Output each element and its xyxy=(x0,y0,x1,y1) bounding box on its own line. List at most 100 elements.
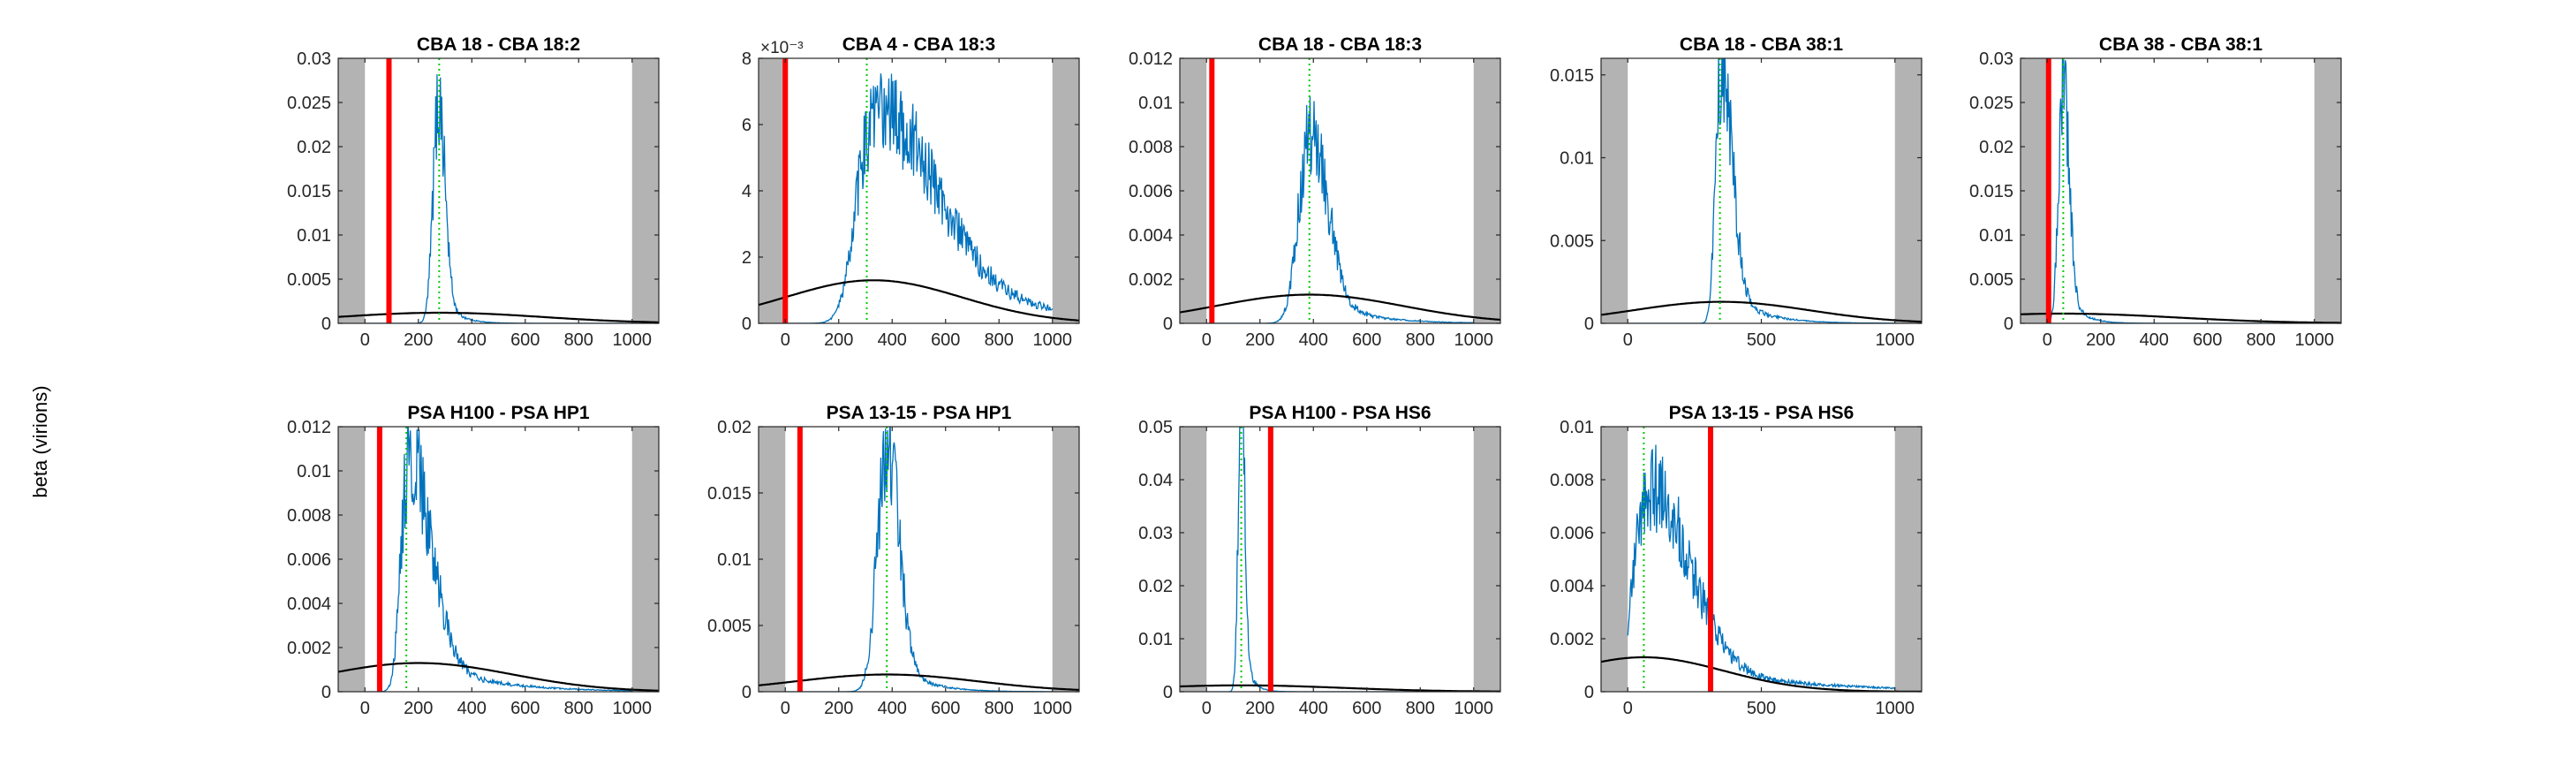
xtick-label: 0 xyxy=(360,330,370,350)
ytick-label: 0.03 xyxy=(297,49,331,69)
ytick-label: 8 xyxy=(742,49,752,69)
ytick-label: 0.012 xyxy=(1129,49,1173,69)
subplot-title: PSA H100 - PSA HS6 xyxy=(1249,403,1431,423)
plot-area xyxy=(1180,427,1500,692)
shaded-band-2 xyxy=(1052,58,1079,323)
xtick-label: 800 xyxy=(985,330,1014,350)
posterior-histogram xyxy=(365,427,632,692)
subplot-8: 0 0.01 0.02 0.03 0.04 0.05 0 200 400 600 800 1000 PS… xyxy=(1138,403,1501,718)
plot-area xyxy=(338,58,659,323)
ytick-label: 0.005 xyxy=(287,270,331,290)
shaded-band-1 xyxy=(759,427,786,692)
shaded-band-1 xyxy=(1601,58,1628,323)
xtick-label: 0 xyxy=(1623,330,1633,350)
subplot-title: CBA 18 - CBA 38:1 xyxy=(1680,34,1843,55)
ytick-label: 0.01 xyxy=(1560,149,1594,169)
ytick-label: 0.01 xyxy=(1138,630,1173,649)
ytick-label: 0.005 xyxy=(1969,270,2013,290)
xtick-label: 1000 xyxy=(1876,699,1915,718)
shaded-band-1 xyxy=(338,58,366,323)
ytick-label: 0.01 xyxy=(1560,418,1594,437)
ytick-label: 0.01 xyxy=(1979,226,2013,246)
xtick-label: 1000 xyxy=(1454,699,1494,718)
ytick-label: 0.01 xyxy=(297,462,331,481)
ytick-label: 0.03 xyxy=(1979,49,2013,69)
xtick-label: 600 xyxy=(931,330,960,350)
shaded-band-1 xyxy=(1601,427,1628,692)
ytick-label: 0.02 xyxy=(717,418,752,437)
ytick-label: 6 xyxy=(742,116,752,135)
shaded-band-2 xyxy=(1894,58,1922,323)
ytick-label: 0.008 xyxy=(1129,138,1173,157)
prior-curve xyxy=(338,662,659,692)
ytick-label: 0.005 xyxy=(1550,231,1594,251)
xtick-label: 600 xyxy=(510,699,540,718)
xtick-label: 0 xyxy=(1202,699,1212,718)
xtick-label: 600 xyxy=(510,330,540,350)
ytick-label: 0.015 xyxy=(1550,66,1594,86)
subplot-title: PSA H100 - PSA HP1 xyxy=(407,403,590,423)
ytick-label: 0.002 xyxy=(287,639,331,658)
ytick-label: 0.015 xyxy=(707,484,752,504)
ytick-label: 0 xyxy=(321,315,331,334)
subplot-title: CBA 38 - CBA 38:1 xyxy=(2099,34,2262,55)
subplot-7: 0 0.005 0.01 0.015 0.02 0 200 400 600 800 1000 PSA … xyxy=(707,403,1080,718)
posterior-histogram xyxy=(1206,95,1474,323)
xtick-label: 400 xyxy=(457,699,487,718)
xtick-label: 200 xyxy=(1245,699,1274,718)
subplot-3: 0 0.002 0.004 0.006 0.008 0.01 0.012 0 200 400 600… xyxy=(1129,34,1501,350)
ytick-label: 0 xyxy=(1163,683,1173,702)
ytick-label: 0 xyxy=(321,683,331,702)
shaded-band-2 xyxy=(1473,427,1500,692)
posterior-histogram xyxy=(1627,444,1896,690)
xtick-label: 400 xyxy=(878,699,907,718)
subplot-9: 0 0.002 0.004 0.006 0.008 0.01 0 500 1000 PSA 13-… xyxy=(1550,403,1923,718)
shaded-band-1 xyxy=(338,427,366,692)
ytick-label: 0 xyxy=(742,683,752,702)
xtick-label: 800 xyxy=(564,699,593,718)
ytick-label: 0.015 xyxy=(287,182,331,201)
ytick-label: 0.004 xyxy=(1550,577,1594,596)
prior-curve xyxy=(759,673,1079,691)
shaded-band-2 xyxy=(2314,58,2341,323)
xtick-label: 0 xyxy=(1202,330,1212,350)
xtick-label: 200 xyxy=(824,330,853,350)
subplot-title: CBA 18 - CBA 18:2 xyxy=(417,34,580,55)
posterior-histogram xyxy=(785,73,1054,323)
prior-curve xyxy=(2021,312,2341,323)
xtick-label: 0 xyxy=(1623,699,1633,718)
xtick-label: 1000 xyxy=(1033,330,1073,350)
xtick-label: 800 xyxy=(1406,699,1435,718)
plot-area xyxy=(1180,58,1500,323)
ytick-label: 0 xyxy=(1584,683,1594,702)
ytick-label: 2 xyxy=(742,248,752,268)
xtick-label: 400 xyxy=(1299,330,1328,350)
xtick-label: 1000 xyxy=(613,330,653,350)
plot-area xyxy=(759,427,1079,692)
xtick-label: 200 xyxy=(2086,330,2115,350)
subplot-6: 0 0.002 0.004 0.006 0.008 0.01 0.012 0 200 400 600… xyxy=(287,403,660,718)
ytick-label: 0.002 xyxy=(1550,630,1594,649)
xtick-label: 800 xyxy=(564,330,593,350)
xtick-label: 400 xyxy=(878,330,907,350)
xtick-label: 400 xyxy=(1299,699,1328,718)
shaded-band-2 xyxy=(631,58,659,323)
xtick-label: 200 xyxy=(404,330,433,350)
xtick-label: 1000 xyxy=(1876,330,1915,350)
xtick-label: 600 xyxy=(1352,330,1381,350)
subplot-4: 0 0.005 0.01 0.015 0 500 1000 CBA 18 - CBA 38:1 xyxy=(1550,34,1923,350)
prior-curve xyxy=(1180,293,1500,322)
subplot-2: 0 2 4 6 8 0 200 400 600 800 1000 ×10⁻³ CBA 4 - CBA 1… xyxy=(742,34,1080,350)
shaded-band-2 xyxy=(631,427,659,692)
shaded-band-2 xyxy=(1894,427,1922,692)
xtick-label: 500 xyxy=(1747,699,1776,718)
subplot-title: PSA 13-15 - PSA HS6 xyxy=(1669,403,1855,423)
axes-box xyxy=(1179,426,1501,693)
ytick-label: 0.004 xyxy=(1129,226,1173,246)
prior-curve xyxy=(338,311,659,323)
shaded-band-1 xyxy=(1180,427,1207,692)
ytick-label: 0.01 xyxy=(1138,94,1173,113)
ytick-label: 0.03 xyxy=(1138,524,1173,543)
plot-area xyxy=(2021,58,2341,323)
